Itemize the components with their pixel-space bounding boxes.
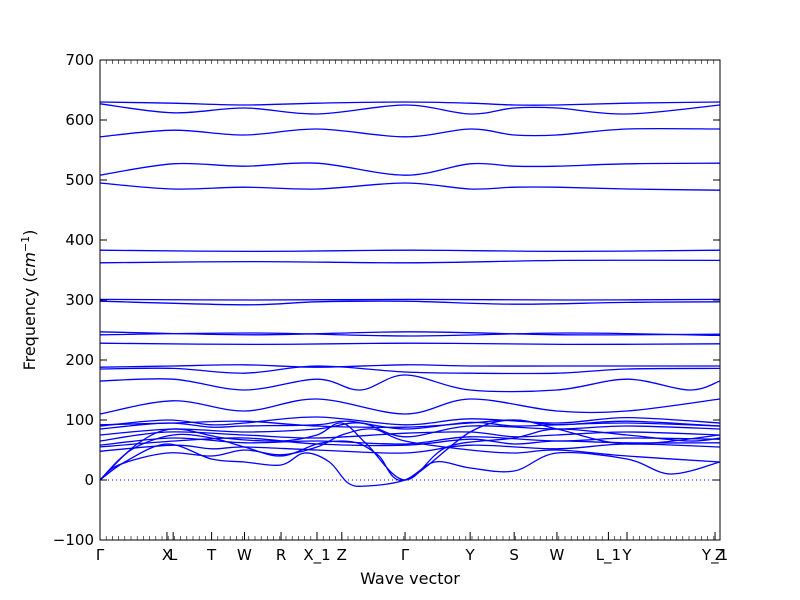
y-tick-label: 200 — [65, 351, 94, 369]
phonon-band-7 — [100, 259, 720, 264]
phonon-band-6 — [100, 249, 720, 253]
phonon-band-23 — [100, 428, 720, 481]
x-tick-label: Y — [621, 546, 632, 564]
phonon-band-24 — [100, 443, 720, 487]
phonon-band-13 — [100, 364, 720, 368]
phonon-band-22 — [100, 443, 720, 454]
phonon-band-20 — [100, 431, 720, 442]
x-tick-label: Y — [465, 546, 476, 564]
y-tick-label: 100 — [65, 411, 94, 429]
y-tick-label: 400 — [65, 231, 94, 249]
phonon-band-15 — [100, 374, 720, 393]
x-tick-label: Z — [337, 546, 347, 564]
x-tick-label: L_1 — [596, 546, 621, 565]
phonon-band-28 — [100, 419, 720, 429]
x-tick-label: Y_1 — [701, 546, 728, 565]
plot-frame — [99, 59, 721, 541]
phonon-band-8 — [100, 298, 720, 301]
phonon-band-2 — [100, 103, 720, 115]
y-tick-label: 300 — [65, 291, 94, 309]
phonon-band-5 — [100, 182, 720, 191]
phonon-band-12 — [100, 342, 720, 346]
y-axis-label-close: ) — [20, 230, 39, 236]
x-axis-label: Wave vector — [360, 569, 460, 588]
x-tick-label: Γ — [96, 546, 105, 564]
x-tick-label: R — [276, 546, 286, 564]
phonon-band-3 — [100, 127, 720, 138]
x-tick-label: T — [206, 546, 217, 564]
phonon-band-14 — [100, 365, 720, 375]
x-tick-label: S — [509, 546, 519, 564]
y-tick-label: 600 — [65, 111, 94, 129]
x-tick-label: L — [169, 546, 178, 564]
y-tick-label: 0 — [84, 471, 94, 489]
phonon-band-4 — [100, 162, 720, 176]
x-tick-label: X_1 — [303, 546, 330, 565]
phonon-band-9 — [100, 300, 720, 306]
y-axis-label-text: Frequency ( — [20, 276, 39, 370]
x-tick-label: Γ — [401, 546, 410, 564]
phonon-band-27 — [100, 437, 720, 448]
phonon-band-25 — [100, 419, 720, 482]
y-axis-label-exponent: −1 — [19, 236, 32, 252]
phonon-band-11 — [100, 332, 720, 337]
phonon-band-10 — [100, 331, 720, 336]
phonon-band-1 — [100, 101, 720, 106]
y-tick-label: 700 — [65, 51, 94, 69]
x-tick-label: W — [237, 546, 252, 564]
y-axis-label-unit: cm — [20, 252, 39, 276]
phonon-band-16 — [100, 398, 720, 415]
y-tick-label: −100 — [53, 531, 94, 549]
x-tick-label: Z — [715, 546, 725, 564]
phonon-band-26 — [100, 422, 720, 481]
y-tick-label: 500 — [65, 171, 94, 189]
x-tick-label: X — [162, 546, 172, 564]
y-axis-label: Frequency (cm−1) — [19, 230, 39, 371]
x-tick-label: W — [550, 546, 565, 564]
